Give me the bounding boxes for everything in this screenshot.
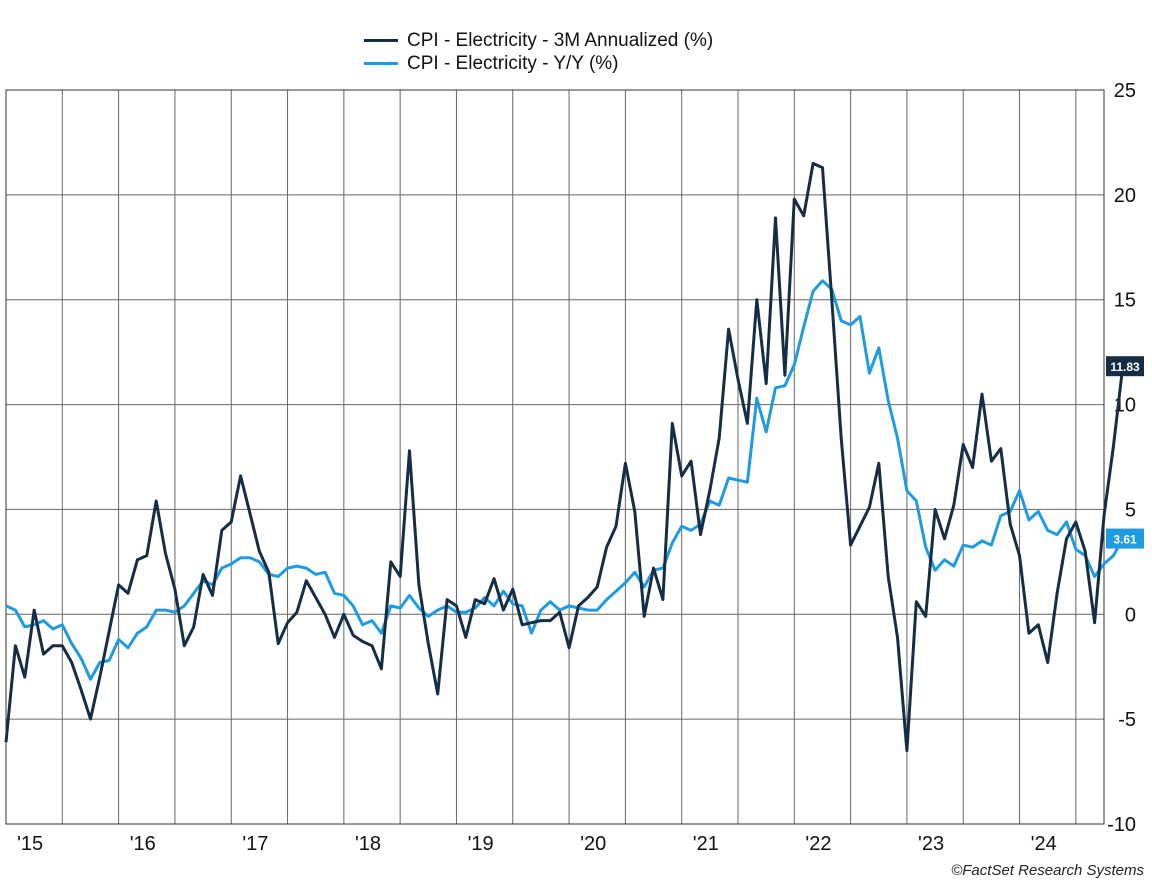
x-axis: '15 '16 '17 '18 '19 '20 '21 '22 '23 '24 (17, 833, 1057, 855)
value-label-box (1106, 528, 1144, 549)
legend: CPI - Electricity - 3M Annualized (%) CP… (364, 29, 713, 75)
grid-lines (6, 90, 1104, 824)
y-tick-label: 25 (1114, 80, 1136, 102)
series-line-3m-annualized (4, 161, 1125, 753)
series-line-yoy (5, 279, 1125, 681)
x-tick-label: '15 (17, 833, 43, 855)
value-label-text: 11.83 (1110, 360, 1140, 374)
legend-item-yoy: CPI - Electricity - Y/Y (%) (364, 52, 713, 75)
y-tick-label: -10 (1107, 814, 1136, 836)
y-tick-label: 0 (1125, 604, 1136, 626)
legend-swatch-3m-annualized (364, 39, 398, 42)
x-tick-label: '24 (1031, 833, 1057, 855)
x-tick-label: '18 (355, 833, 381, 855)
x-tick-label: '22 (805, 833, 831, 855)
x-tick-label: '21 (693, 833, 719, 855)
last-value-labels: 3.61 11.83 (1106, 356, 1144, 549)
legend-label-3m-annualized: CPI - Electricity - 3M Annualized (%) (407, 29, 714, 51)
plot-frame (5, 89, 1105, 825)
series-layer (4, 161, 1125, 753)
legend-swatch-yoy (364, 62, 398, 65)
source-credit: ©FactSet Research Systems (951, 862, 1144, 879)
x-tick-label: '16 (130, 833, 156, 855)
x-tick-label: '17 (242, 833, 268, 855)
value-label-yoy: 3.61 (1106, 528, 1144, 549)
x-tick-label: '19 (468, 833, 494, 855)
legend-label-yoy: CPI - Electricity - Y/Y (%) (407, 52, 619, 74)
value-label-3m-annualized: 11.83 (1106, 356, 1144, 377)
y-tick-label: 15 (1114, 290, 1136, 312)
value-label-text: 3.61 (1113, 533, 1137, 547)
x-tick-label: '23 (918, 833, 944, 855)
value-label-box (1106, 356, 1144, 377)
y-tick-label: 20 (1114, 185, 1136, 207)
legend-item-3m-annualized: CPI - Electricity - 3M Annualized (%) (364, 29, 713, 52)
y-tick-label: 5 (1125, 499, 1136, 521)
y-tick-label: -5 (1118, 709, 1136, 731)
x-tick-label: '20 (580, 833, 606, 855)
